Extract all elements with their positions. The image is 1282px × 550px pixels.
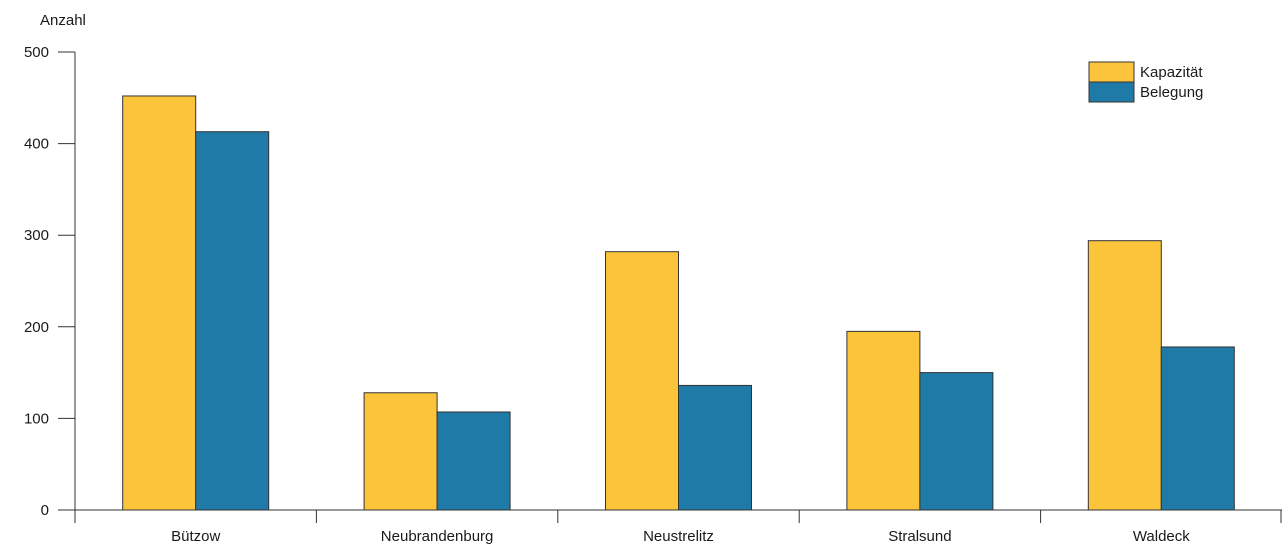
y-tick-label: 300 bbox=[24, 227, 49, 244]
y-tick-label: 100 bbox=[24, 410, 49, 427]
bars bbox=[122, 95, 1235, 511]
x-tick-label: Neubrandenburg bbox=[381, 528, 494, 545]
y-tick-label: 500 bbox=[24, 44, 49, 61]
legend: Kapazität Belegung bbox=[1088, 61, 1203, 103]
axes: 0 100 200 300 400 500 Bützow Neubrandenburg Neus… bbox=[24, 44, 1282, 545]
bar-kapazit-t bbox=[122, 95, 197, 511]
legend-label: Belegung bbox=[1140, 84, 1203, 101]
bar-belegung bbox=[1160, 346, 1235, 511]
bar-kapazit-t bbox=[1087, 240, 1162, 511]
x-tick-label: Neustrelitz bbox=[643, 528, 714, 545]
bar-belegung bbox=[919, 372, 994, 511]
y-tick-label: 200 bbox=[24, 319, 49, 336]
legend-swatch bbox=[1088, 81, 1135, 103]
bar-kapazit-t bbox=[846, 330, 921, 511]
y-axis-title: Anzahl bbox=[40, 12, 86, 29]
y-tick-label: 400 bbox=[24, 136, 49, 153]
bar-belegung bbox=[436, 411, 511, 511]
x-tick-label: Waldeck bbox=[1133, 528, 1190, 545]
y-tick-label: 0 bbox=[41, 502, 49, 519]
bar-belegung bbox=[195, 131, 270, 511]
x-tick-label: Bützow bbox=[171, 528, 220, 545]
legend-label: Kapazität bbox=[1140, 64, 1203, 81]
bar-kapazit-t bbox=[363, 392, 438, 511]
x-tick-label: Stralsund bbox=[888, 528, 951, 545]
legend-swatch bbox=[1088, 61, 1135, 83]
bar-kapazit-t bbox=[605, 251, 679, 511]
bar-belegung bbox=[678, 384, 752, 511]
